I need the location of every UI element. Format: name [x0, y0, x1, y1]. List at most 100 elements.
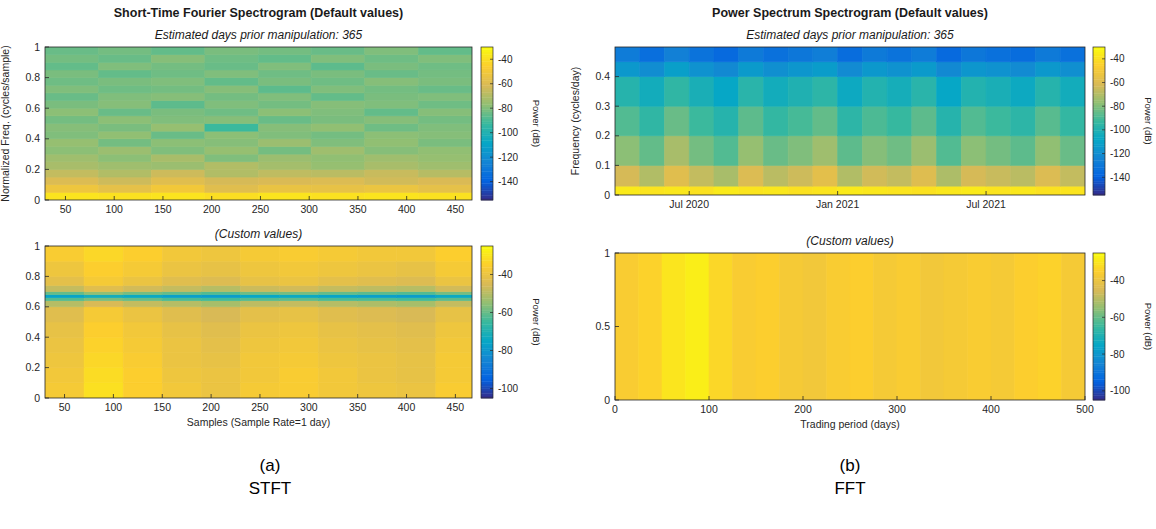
- heatmap-cell: [151, 131, 205, 139]
- heatmap-cell: [986, 106, 1011, 136]
- heatmap-cell: [280, 383, 319, 398]
- heatmap-cell: [714, 106, 739, 136]
- x-tick-label: 200: [202, 401, 220, 413]
- heatmap-cell: [311, 93, 365, 101]
- heatmap-cell: [99, 192, 152, 200]
- heatmap-cell: [162, 383, 201, 398]
- colorbar: -40-60-80-100Power (dB): [481, 246, 542, 398]
- heatmap-cell: [280, 337, 319, 352]
- heatmap-cell: [365, 162, 419, 170]
- colorbar-step: [481, 119, 493, 122]
- colorbar-step: [1093, 393, 1105, 396]
- y-tick: [45, 138, 49, 139]
- heatmap-cell: [151, 146, 205, 154]
- heatmap-cell: [615, 165, 640, 186]
- colorbar-step: [1093, 174, 1105, 177]
- heatmap-cell: [84, 301, 123, 307]
- heatmap-cell: [99, 78, 152, 86]
- colorbar-title: Power (dB): [1143, 97, 1154, 145]
- colorbar-step: [1093, 306, 1105, 309]
- colorbar-frame: [481, 47, 493, 200]
- colorbar-tick-label: -140: [498, 176, 518, 187]
- x-tick: [837, 191, 838, 195]
- heatmap-cell: [240, 295, 279, 298]
- colorbar-tick: [490, 108, 493, 109]
- y-tick: [45, 367, 49, 368]
- colorbar-step: [1093, 100, 1105, 103]
- colorbar-step: [481, 343, 493, 346]
- heatmap-cell: [862, 62, 887, 77]
- x-tick-label: 0: [612, 403, 618, 415]
- heatmap-cell: [123, 276, 162, 285]
- colorbar-step: [481, 121, 493, 124]
- colorbar-step: [481, 169, 493, 172]
- heatmap-cell: [311, 139, 365, 147]
- colorbar-step: [481, 90, 493, 93]
- heatmap-cell: [640, 62, 665, 77]
- colorbar-step: [481, 360, 493, 363]
- heatmap-cell: [311, 185, 365, 193]
- colorbar-step: [1093, 386, 1105, 389]
- heatmap-cell: [397, 301, 436, 307]
- heatmap-cell: [937, 106, 962, 136]
- colorbar-step: [1093, 299, 1105, 302]
- x-tick: [64, 394, 65, 398]
- colorbar-step: [481, 296, 493, 299]
- heatmap-cell: [788, 62, 813, 77]
- heatmap-cell: [709, 253, 733, 400]
- heatmap-cell: [84, 337, 123, 352]
- heatmap-cell: [205, 47, 259, 55]
- plot-frame: [45, 47, 472, 200]
- heatmap-cell: [813, 62, 838, 77]
- colorbar-step: [481, 389, 493, 392]
- colorbar-step: [481, 282, 493, 285]
- heatmap-cell: [311, 70, 365, 78]
- heatmap-cell: [311, 85, 365, 93]
- colorbar-step: [481, 248, 493, 251]
- colorbar-step: [481, 346, 493, 349]
- heatmap-cell: [1062, 253, 1086, 400]
- colorbar-step: [1093, 128, 1105, 131]
- colorbar-step: [481, 71, 493, 74]
- colorbar-step: [1093, 140, 1105, 143]
- heatmap-cell: [912, 186, 937, 195]
- colorbar-step: [1093, 179, 1105, 182]
- heatmap-cell: [123, 307, 162, 322]
- colorbar-step: [481, 61, 493, 64]
- heatmap-cell: [99, 146, 152, 154]
- colorbar-step: [481, 183, 493, 186]
- heatmap-cell: [358, 246, 397, 261]
- heatmap-cell: [397, 246, 436, 261]
- heatmap-cell: [1036, 62, 1061, 77]
- heatmap-cell: [45, 307, 84, 322]
- colorbar-step: [481, 47, 493, 50]
- colorbar-step: [481, 379, 493, 382]
- colorbar-step: [481, 365, 493, 368]
- colorbar-step: [481, 100, 493, 103]
- heatmap-cell: [968, 253, 992, 400]
- colorbar-step: [1093, 260, 1105, 263]
- heatmap-cell: [615, 47, 640, 62]
- heatmap-cell: [45, 246, 84, 261]
- heatmap-cell: [151, 162, 205, 170]
- heatmap-cell: [45, 352, 84, 367]
- colorbar-step: [481, 176, 493, 179]
- heatmap-cell: [436, 322, 472, 337]
- colorbar-step: [481, 339, 493, 342]
- heatmap-cell: [1011, 165, 1036, 186]
- colorbar-step: [1093, 49, 1105, 52]
- y-tick: [45, 306, 49, 307]
- colorbar-step: [481, 109, 493, 112]
- heatmap-cell: [397, 298, 436, 301]
- colorbar-step: [481, 386, 493, 389]
- heatmap-cell: [887, 62, 912, 77]
- heatmap-cell: [151, 124, 205, 132]
- colorbar-step: [1093, 153, 1105, 156]
- heatmap-cell: [961, 77, 986, 107]
- colorbar-step: [1093, 177, 1105, 180]
- heatmap-cell: [664, 106, 689, 136]
- colorbar-step: [481, 275, 493, 278]
- heatmap-cell: [397, 322, 436, 337]
- colorbar-step: [1093, 149, 1105, 152]
- colorbar-step: [1093, 327, 1105, 330]
